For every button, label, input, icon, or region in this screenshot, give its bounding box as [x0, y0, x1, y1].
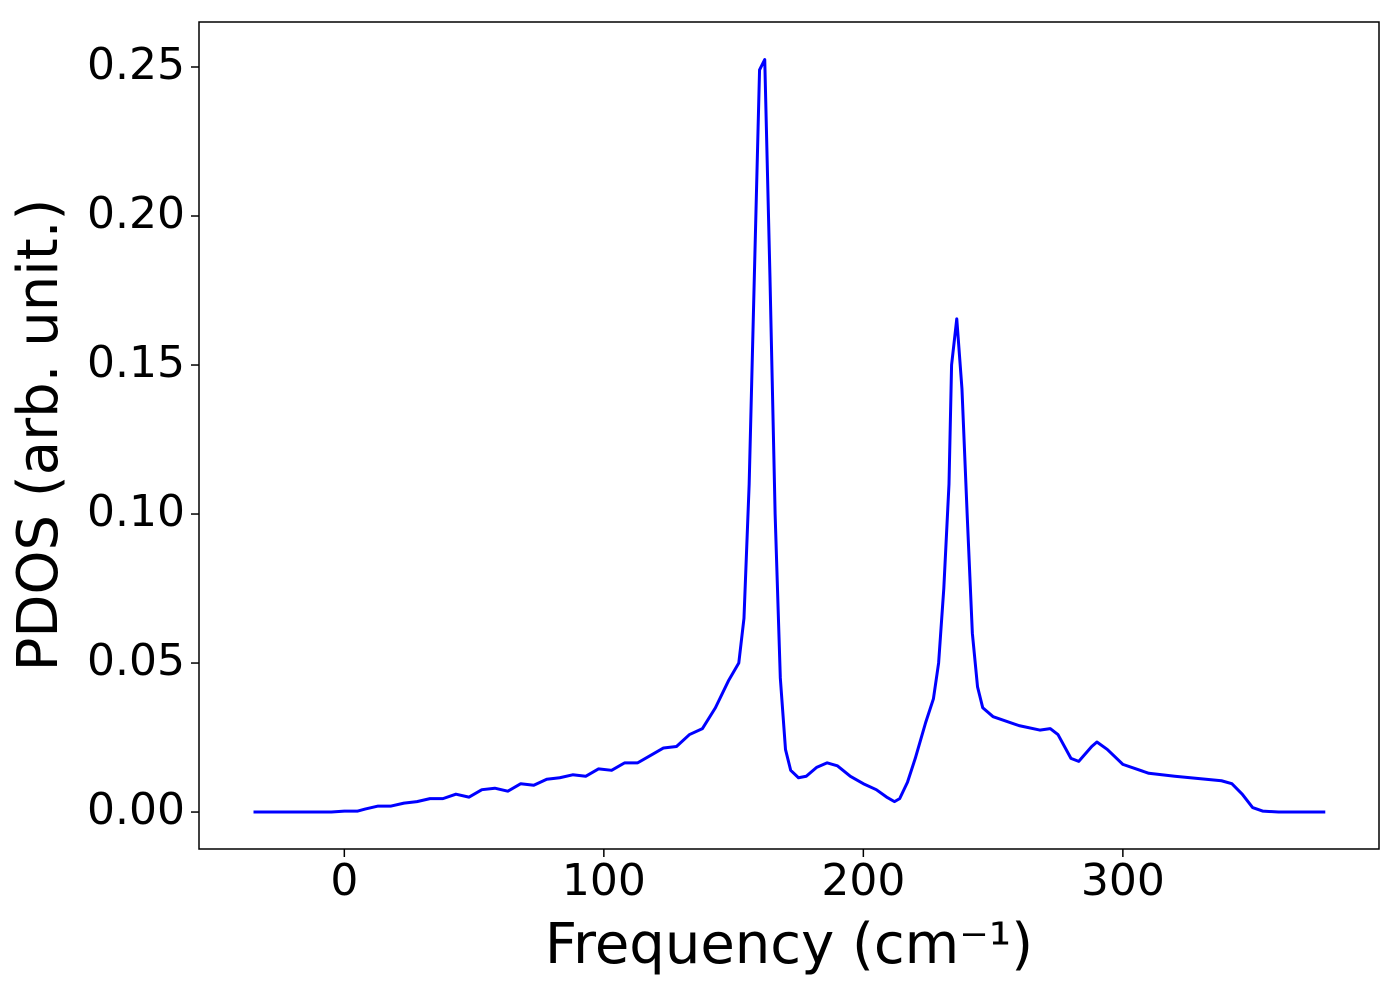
y-tick-label: 0.20 [87, 188, 185, 239]
y-tick-label: 0.15 [87, 337, 185, 388]
x-tick-label: 300 [1081, 855, 1165, 906]
x-tick-label: 200 [821, 855, 905, 906]
data-line [253, 58, 1326, 814]
x-tick-label: 0 [330, 855, 358, 906]
y-axis-label: PDOS (arb. unit.) [6, 199, 71, 672]
x-axis-label: Frequency (cm⁻¹) [545, 912, 1033, 977]
plot-frame [198, 21, 1380, 850]
y-tick-label: 0.05 [87, 635, 185, 686]
y-tick-label: 0.25 [87, 39, 185, 90]
y-tick-label: 0.10 [87, 486, 185, 537]
x-tick-label: 100 [562, 855, 646, 906]
y-tick-label: 0.00 [87, 784, 185, 835]
